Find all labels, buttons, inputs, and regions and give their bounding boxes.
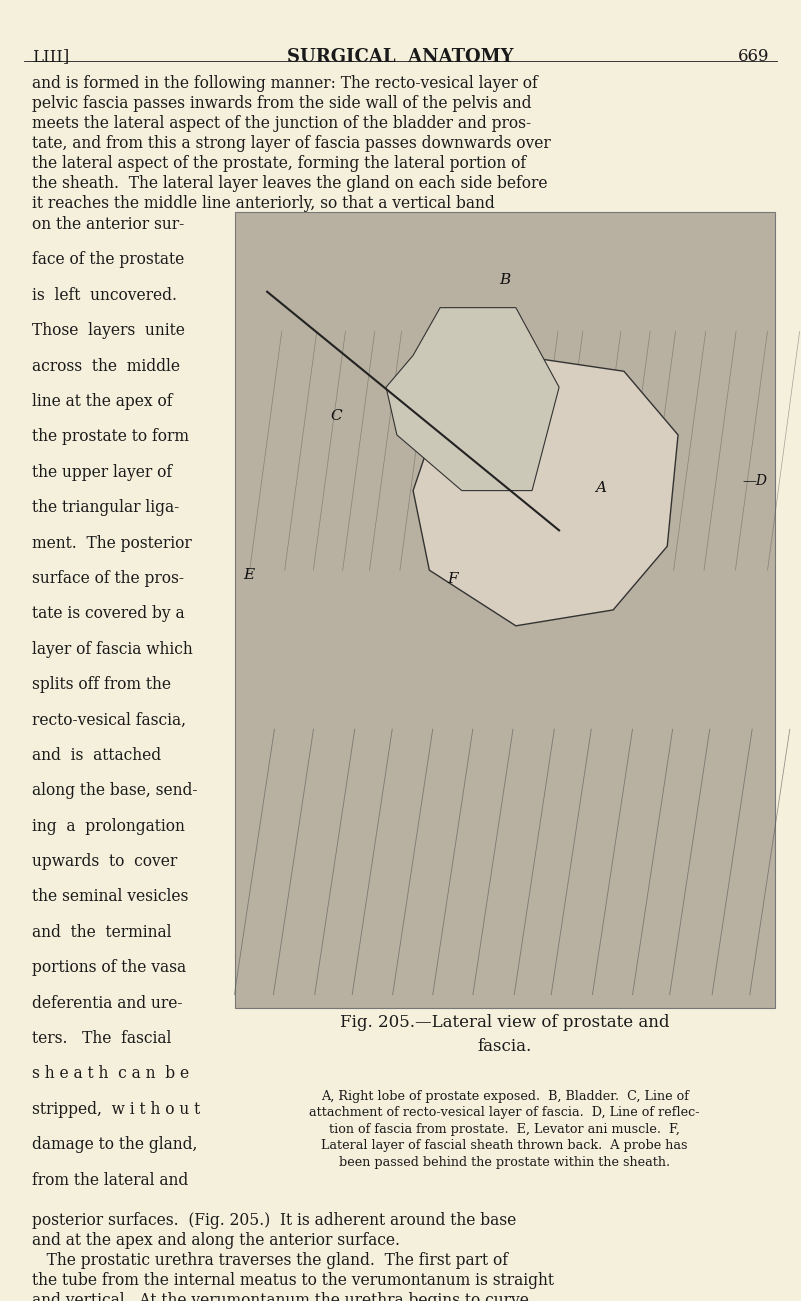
Text: and  is  attached: and is attached: [32, 747, 161, 764]
Text: layer of fascia which: layer of fascia which: [32, 640, 193, 658]
Text: damage to the gland,: damage to the gland,: [32, 1136, 197, 1153]
Text: along the base, send-: along the base, send-: [32, 782, 198, 799]
Text: E: E: [243, 569, 254, 582]
Text: The prostatic urethra traverses the gland.  The first part of: The prostatic urethra traverses the glan…: [32, 1252, 508, 1268]
Text: F: F: [447, 572, 458, 585]
Text: surface of the pros-: surface of the pros-: [32, 570, 184, 587]
Text: deferentia and ure-: deferentia and ure-: [32, 994, 183, 1012]
Text: recto-vesical fascia,: recto-vesical fascia,: [32, 712, 186, 729]
Text: the triangular liga-: the triangular liga-: [32, 500, 179, 516]
Text: B: B: [499, 273, 510, 286]
Text: Those  layers  unite: Those layers unite: [32, 323, 185, 340]
Polygon shape: [386, 307, 559, 490]
Text: SURGICAL  ANATOMY: SURGICAL ANATOMY: [288, 48, 513, 66]
Text: and at the apex and along the anterior surface.: and at the apex and along the anterior s…: [32, 1232, 400, 1249]
Text: is  left  uncovered.: is left uncovered.: [32, 288, 177, 304]
Text: the seminal vesicles: the seminal vesicles: [32, 889, 188, 905]
Text: tate, and from this a strong layer of fascia passes downwards over: tate, and from this a strong layer of fa…: [32, 135, 551, 152]
Text: it reaches the middle line anteriorly, so that a vertical band: it reaches the middle line anteriorly, s…: [32, 195, 495, 212]
Text: ters.   The  fascial: ters. The fascial: [32, 1030, 171, 1047]
Text: and  the  terminal: and the terminal: [32, 924, 171, 941]
Text: stripped,  w i t h o u t: stripped, w i t h o u t: [32, 1101, 200, 1118]
Text: the tube from the internal meatus to the verumontanum is straight: the tube from the internal meatus to the…: [32, 1272, 554, 1289]
Text: pelvic fascia passes inwards from the side wall of the pelvis and: pelvic fascia passes inwards from the si…: [32, 95, 532, 112]
Text: upwards  to  cover: upwards to cover: [32, 853, 177, 870]
Text: and vertical.  At the verumontanum the urethra begins to curve: and vertical. At the verumontanum the ur…: [32, 1292, 529, 1301]
Text: the sheath.  The lateral layer leaves the gland on each side before: the sheath. The lateral layer leaves the…: [32, 176, 548, 193]
Text: A: A: [595, 481, 606, 494]
Text: tate is covered by a: tate is covered by a: [32, 605, 185, 622]
Text: on the anterior sur-: on the anterior sur-: [32, 216, 184, 233]
Text: Fig. 205.—Lateral view of prostate and
fascia.: Fig. 205.—Lateral view of prostate and f…: [340, 1015, 670, 1055]
Text: ing  a  prolongation: ing a prolongation: [32, 818, 185, 835]
Text: meets the lateral aspect of the junction of the bladder and pros-: meets the lateral aspect of the junction…: [32, 116, 531, 133]
Polygon shape: [413, 355, 678, 626]
Text: —D: —D: [743, 475, 767, 488]
Text: and is formed in the following manner: The recto-vesical layer of: and is formed in the following manner: T…: [32, 75, 537, 92]
Text: line at the apex of: line at the apex of: [32, 393, 172, 410]
Text: ment.  The posterior: ment. The posterior: [32, 535, 191, 552]
Text: portions of the vasa: portions of the vasa: [32, 959, 186, 976]
Text: C: C: [331, 410, 342, 423]
Text: 669: 669: [738, 48, 769, 65]
Text: splits off from the: splits off from the: [32, 677, 171, 693]
Text: the upper layer of: the upper layer of: [32, 464, 172, 481]
Text: the lateral aspect of the prostate, forming the lateral portion of: the lateral aspect of the prostate, form…: [32, 155, 526, 172]
Text: across  the  middle: across the middle: [32, 358, 180, 375]
Text: from the lateral and: from the lateral and: [32, 1171, 188, 1189]
Bar: [235, 212, 775, 1007]
Text: LIII]: LIII]: [32, 48, 70, 65]
Text: the prostate to form: the prostate to form: [32, 428, 189, 445]
Text: A, Right lobe of prostate exposed.  B, Bladder.  C, Line of
attachment of recto-: A, Right lobe of prostate exposed. B, Bl…: [309, 1089, 700, 1168]
Text: posterior surfaces.  (Fig. 205.)  It is adherent around the base: posterior surfaces. (Fig. 205.) It is ad…: [32, 1213, 517, 1229]
Text: s h e a t h  c a n  b e: s h e a t h c a n b e: [32, 1066, 189, 1082]
Text: face of the prostate: face of the prostate: [32, 251, 184, 268]
